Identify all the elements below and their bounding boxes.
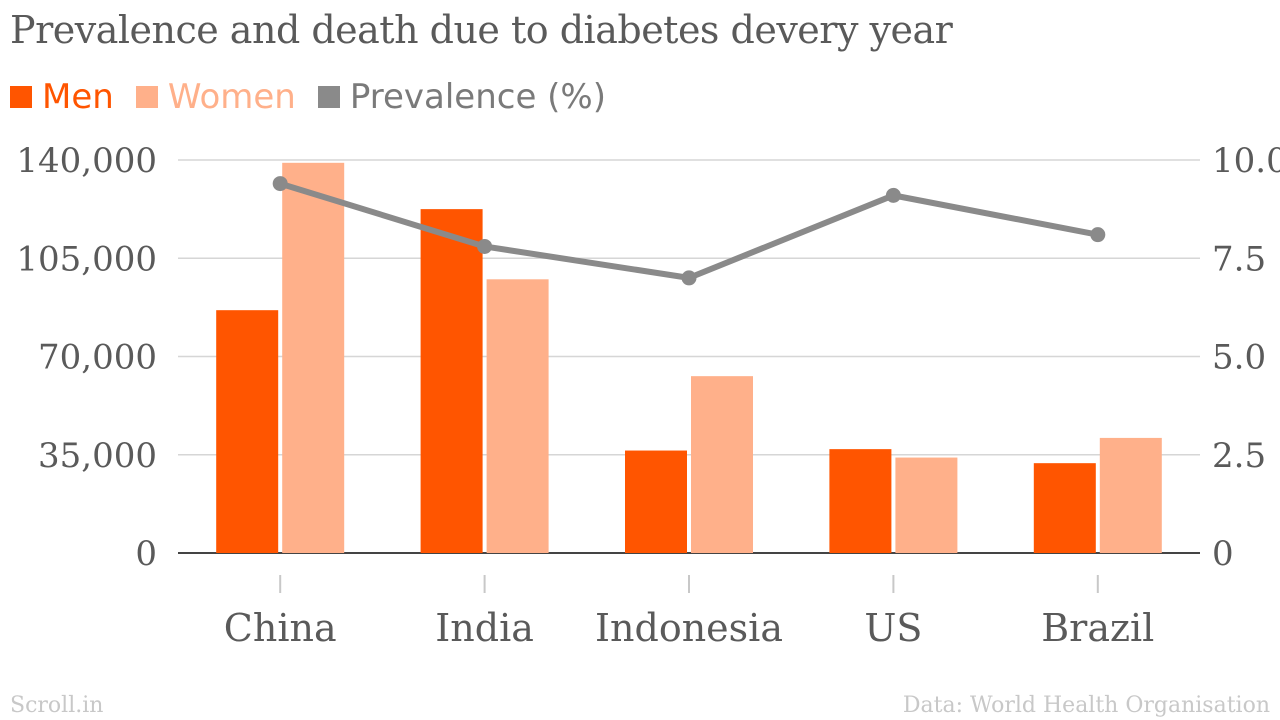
y-right-tick-label: 2.5 (1212, 436, 1266, 476)
x-tick-label: US (864, 606, 922, 650)
x-tick-label: China (224, 606, 337, 650)
chart-title: Prevalence and death due to diabetes dev… (10, 8, 953, 52)
legend-label-women: Women (167, 77, 296, 117)
bar-men-brazil (1033, 463, 1096, 553)
legend-swatch-men (10, 86, 32, 108)
prevalence-point-india (477, 238, 493, 254)
bar-men-us (829, 449, 892, 553)
bar-men-india (420, 209, 483, 553)
legend-label-prevalence: Prevalence (%) (349, 77, 607, 117)
y-right-tick-label: 0 (1212, 534, 1234, 574)
prevalence-point-china (272, 176, 288, 192)
y-left-tick-label: 35,000 (38, 436, 157, 476)
y-right-tick-label: 5.0 (1212, 338, 1266, 378)
y-left-tick-label: 0 (135, 534, 157, 574)
bar-men-indonesia (625, 450, 687, 553)
prevalence-point-indonesia (681, 270, 697, 286)
legend-label-men: Men (42, 77, 114, 117)
bar-women-us (895, 457, 958, 553)
x-tick-label: India (435, 606, 534, 650)
prevalence-point-us (885, 187, 901, 203)
bar-women-brazil (1099, 437, 1162, 553)
bar-women-china (282, 162, 345, 554)
prevalence-line (279, 180, 1099, 281)
y-right-tick-label: 10.0 (1212, 141, 1280, 181)
legend-item-men: Men (10, 77, 114, 117)
prevalence-point-brazil (1090, 227, 1106, 243)
legend-item-prevalence: Prevalence (%) (317, 77, 607, 117)
legend-item-women: Women (135, 77, 296, 117)
bar-men-china (216, 310, 279, 553)
bar-women-indonesia (691, 376, 753, 553)
bar-women-india (486, 279, 549, 553)
y-left-tick-label: 105,000 (16, 239, 157, 279)
x-tick-label: Indonesia (595, 606, 783, 650)
y-left-tick-label: 140,000 (16, 141, 157, 181)
y-left-tick-label: 70,000 (38, 338, 157, 378)
legend-swatch-women (135, 86, 158, 108)
y-right-tick-label: 7.5 (1212, 239, 1266, 279)
x-tick-label: Brazil (1041, 606, 1154, 650)
chart-legend: Men Women Prevalence (%) (10, 74, 628, 120)
legend-swatch-prevalence (317, 86, 340, 108)
data-source: Data: World Health Organisation (902, 693, 1270, 718)
source-credit: Scroll.in (10, 693, 104, 718)
